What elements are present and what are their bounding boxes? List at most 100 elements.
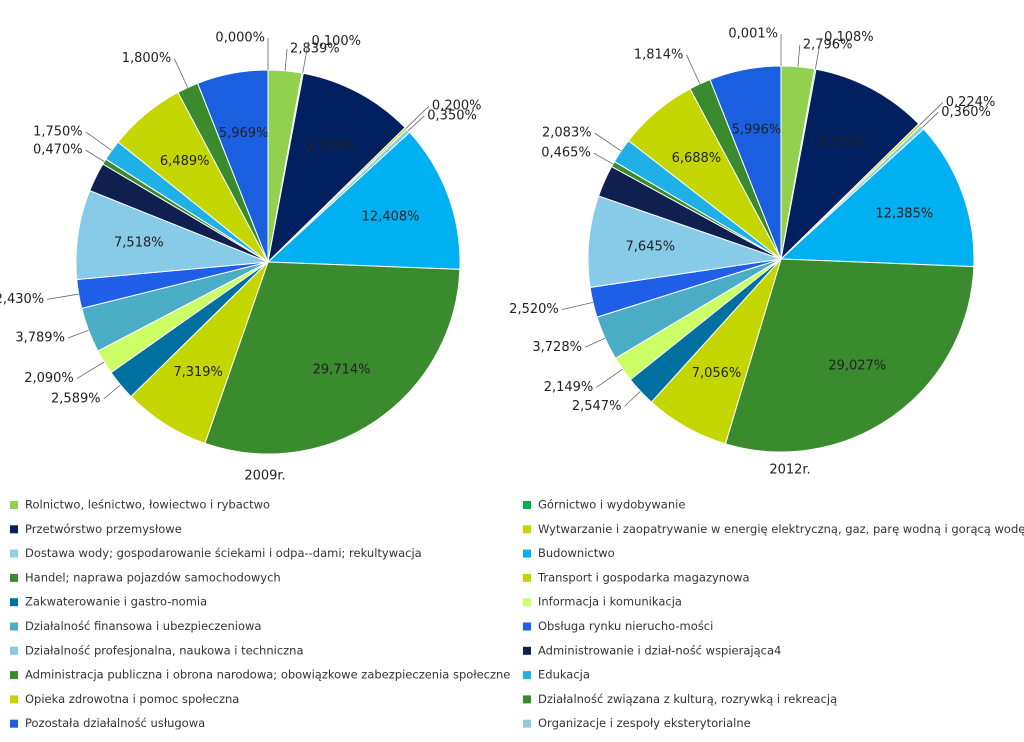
legend-swatch	[10, 646, 18, 655]
pie-caption: 2009r.	[244, 469, 285, 484]
legend-swatch	[10, 549, 18, 558]
leader-line	[103, 384, 121, 400]
pie-slice	[724, 258, 975, 453]
pie-caption: 2012r.	[769, 463, 810, 478]
data-label: 0,465%	[541, 146, 591, 161]
data-label: 5,969%	[219, 126, 269, 141]
leader-line	[173, 58, 189, 88]
legend-swatch	[523, 695, 531, 704]
leader-line	[561, 302, 594, 310]
data-label: 0,224%	[946, 95, 996, 110]
leader-line	[405, 105, 430, 129]
data-label: 3,789%	[15, 331, 65, 346]
data-label: 0,100%	[311, 34, 361, 49]
data-label: 0,470%	[33, 143, 83, 158]
legend-swatch	[523, 646, 531, 655]
data-label: 2,547%	[572, 399, 622, 414]
leader-line	[624, 390, 641, 407]
data-label: 7,319%	[173, 365, 223, 380]
legend-label: Zakwaterowanie i gastro-nomia	[25, 595, 207, 609]
pie-slice	[204, 261, 461, 455]
pie-slice	[779, 128, 975, 268]
leader-line	[284, 48, 288, 71]
leader-line	[85, 131, 112, 151]
legend-label: Rolnictwo, leśnictwo, łowiectwo i rybact…	[25, 498, 270, 512]
data-label: 0,360%	[941, 105, 991, 120]
legend-label: Edukacja	[538, 668, 590, 682]
data-label: 0,200%	[432, 99, 482, 114]
legend-label: Organizacje i zespoły eksterytorialne	[538, 716, 751, 730]
legend-label: Handel; naprawa pojazdów samochodowych	[25, 570, 281, 584]
legend-label: Pozostała działalność usługowa	[25, 716, 205, 730]
legend-label: Górnictwo i wydobywanie	[538, 498, 685, 512]
legend-swatch	[523, 598, 531, 607]
legend-swatch	[523, 719, 531, 728]
leader-line	[76, 361, 105, 379]
leader-line	[584, 337, 606, 348]
leader-line	[921, 112, 939, 128]
data-label: 2,090%	[24, 371, 74, 386]
leader-line	[919, 102, 944, 126]
data-label: 2,430%	[0, 292, 44, 307]
data-label: 2,839%	[290, 41, 340, 56]
data-label: 0,108%	[824, 30, 874, 45]
data-label: 3,728%	[532, 340, 582, 355]
data-label: 6,688%	[672, 151, 722, 166]
data-label: 12,385%	[875, 207, 933, 222]
data-label: 0,001%	[728, 27, 778, 42]
leader-line	[85, 149, 105, 162]
leader-line	[594, 132, 622, 152]
legend-swatch	[10, 598, 18, 607]
legend-label: Obsługa rynku nierucho-mości	[538, 619, 713, 633]
legend-label: Administracja publiczna i obrona narodow…	[25, 668, 510, 682]
legend-swatch	[523, 525, 531, 534]
data-label: 2,149%	[544, 380, 594, 395]
legend-swatch	[10, 525, 18, 534]
leader-line	[407, 115, 425, 132]
data-label: 2,589%	[51, 392, 101, 407]
data-label: 9,751%	[818, 136, 868, 151]
legend-label: Informacja i komunikacja	[538, 595, 682, 609]
data-label: 2,520%	[509, 302, 559, 317]
data-label: 12,408%	[362, 210, 420, 225]
leader-line	[47, 293, 79, 300]
data-label: 1,800%	[122, 51, 172, 66]
data-label: 9,718%	[305, 139, 355, 154]
legend-label: Opieka zdrowotna i pomoc społeczna	[25, 692, 239, 706]
legend-label: Działalność związana z kulturą, rozrywką…	[538, 692, 837, 706]
data-label: 2,083%	[542, 126, 592, 141]
data-label: 1,750%	[33, 124, 83, 139]
legend-swatch	[523, 501, 531, 509]
leader-line	[593, 152, 614, 165]
pie-slice	[587, 195, 782, 288]
leader-line	[67, 329, 89, 339]
leader-line	[797, 44, 801, 67]
leader-line	[814, 37, 822, 70]
data-label: 1,814%	[634, 47, 684, 62]
legend-label: Dostawa wody; gospodarowanie ściekami i …	[25, 546, 422, 560]
data-label: 0,350%	[427, 108, 477, 123]
leader-line	[686, 54, 701, 85]
data-label: 29,714%	[313, 362, 371, 377]
legend-label: Przetwórstwo przemysłowe	[25, 522, 182, 536]
data-label: 0,000%	[215, 31, 265, 46]
data-label: 7,518%	[114, 236, 164, 251]
legend-label: Działalność profesjonalna, naukowa i tec…	[25, 643, 304, 657]
legend-swatch	[523, 671, 531, 680]
legend-swatch	[10, 671, 18, 680]
data-label: 2,796%	[803, 37, 853, 52]
legend-label: Budownictwo	[538, 546, 615, 560]
legend-swatch	[10, 573, 18, 582]
legend-swatch	[523, 573, 531, 582]
legend-label: Administrowanie i dział-ność wspierająca…	[538, 643, 781, 657]
pie-slice	[780, 68, 920, 261]
data-label: 6,489%	[160, 154, 210, 169]
legend-swatch	[10, 622, 18, 631]
pie-slice	[267, 72, 406, 264]
legend-swatch	[10, 719, 18, 728]
pie-slice	[266, 131, 461, 270]
data-label: 7,056%	[692, 366, 742, 381]
data-label: 29,027%	[828, 358, 886, 373]
leader-line	[596, 368, 623, 388]
